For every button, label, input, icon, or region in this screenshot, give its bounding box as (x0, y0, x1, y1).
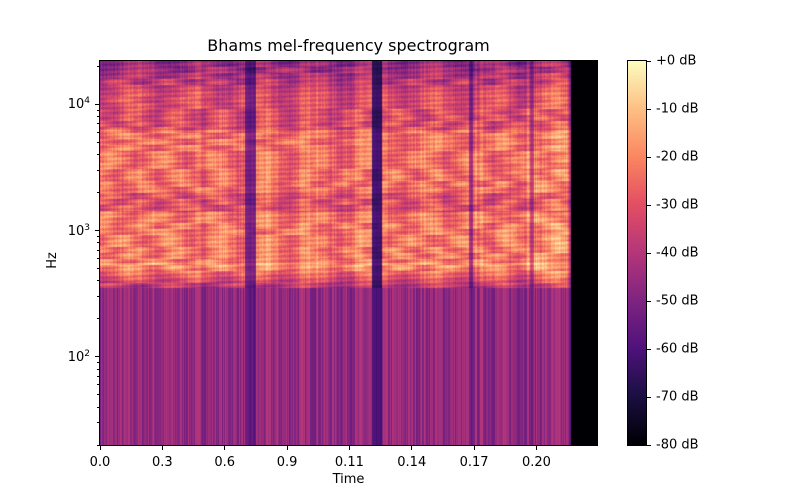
y-minor-tick-mark (97, 235, 99, 237)
colorbar-tick-label: -60 dB (656, 341, 699, 357)
y-minor-tick-mark (97, 154, 99, 156)
colorbar-tick-mark (647, 156, 651, 158)
x-tick-label: 0.14 (397, 455, 427, 470)
x-tick-label: 0.6 (214, 455, 236, 470)
y-minor-tick-mark (97, 280, 99, 282)
y-minor-tick-mark (97, 394, 99, 396)
x-tick-mark (99, 446, 101, 450)
colorbar-tick-label: +0 dB (656, 53, 697, 69)
y-minor-tick-mark (97, 368, 99, 370)
y-tick-exponent: 2 (84, 348, 90, 359)
y-tick-base: 10 (67, 97, 85, 113)
colorbar (628, 61, 646, 445)
colorbar-tick-mark (647, 300, 651, 302)
spectrogram-plot-area (100, 61, 597, 445)
y-minor-tick-mark (97, 123, 99, 125)
y-tick-base: 10 (67, 349, 85, 365)
y-minor-tick-mark (97, 384, 99, 386)
colorbar-tick-label: -10 dB (656, 101, 699, 117)
x-tick-mark (161, 446, 163, 450)
colorbar-tick-label: -30 dB (656, 197, 699, 213)
colorbar-tick-mark (647, 60, 651, 62)
colorbar-tick-label: -80 dB (656, 437, 699, 453)
y-minor-tick-mark (97, 169, 99, 171)
x-tick-mark (411, 446, 413, 450)
y-axis-label: Hz (44, 252, 60, 269)
colorbar-tick-label: -20 dB (656, 149, 699, 165)
colorbar-tick-mark (647, 252, 651, 254)
chart-title: Bhams mel-frequency spectrogram (207, 36, 490, 55)
y-minor-tick-mark (97, 65, 99, 67)
colorbar-tick-mark (647, 204, 651, 206)
y-minor-tick-mark (97, 131, 99, 133)
x-tick-label: 0.9 (276, 455, 298, 470)
y-tick-exponent: 4 (84, 96, 90, 107)
x-tick-label: 0.3 (152, 455, 173, 470)
colorbar-tick-mark (647, 108, 651, 110)
x-tick-mark (535, 446, 537, 450)
colorbar-tick-mark (647, 348, 651, 350)
y-minor-tick-mark (97, 375, 99, 377)
y-minor-tick-mark (97, 116, 99, 118)
y-minor-tick-mark (97, 296, 99, 298)
colorbar-gradient (628, 61, 646, 445)
x-tick-label: 0.17 (459, 455, 489, 470)
y-minor-tick-mark (97, 258, 99, 260)
colorbar-tick-label: -50 dB (656, 293, 699, 309)
y-tick-exponent: 3 (84, 222, 90, 233)
y-minor-tick-mark (97, 109, 99, 111)
x-tick-mark (286, 446, 288, 450)
y-major-tick-mark (95, 230, 99, 232)
colorbar-tick-mark (647, 444, 651, 446)
spectrogram-heatmap (100, 61, 597, 445)
y-minor-tick-mark (97, 362, 99, 364)
x-tick-mark (348, 446, 350, 450)
x-axis-label: Time (332, 472, 365, 487)
x-tick-mark (224, 446, 226, 450)
colorbar-tick-label: -70 dB (656, 389, 699, 405)
y-tick-label: 103 (68, 222, 90, 238)
y-minor-tick-mark (97, 141, 99, 143)
y-minor-tick-mark (97, 406, 99, 408)
y-minor-tick-mark (97, 242, 99, 244)
x-tick-label: 0.11 (334, 455, 364, 470)
x-tick-label: 0.0 (89, 455, 111, 470)
y-minor-tick-mark (97, 249, 99, 251)
y-major-tick-mark (95, 103, 99, 105)
y-major-tick-mark (95, 356, 99, 358)
y-minor-tick-mark (97, 422, 99, 424)
x-tick-label: 0.20 (521, 455, 551, 470)
y-tick-label: 104 (68, 96, 90, 112)
colorbar-tick-label: -40 dB (656, 245, 699, 261)
y-minor-tick-mark (97, 192, 99, 194)
y-minor-tick-mark (97, 444, 99, 446)
y-tick-label: 102 (68, 349, 90, 365)
y-tick-base: 10 (67, 223, 85, 239)
x-tick-mark (473, 446, 475, 450)
colorbar-tick-mark (647, 396, 651, 398)
y-minor-tick-mark (97, 318, 99, 320)
y-minor-tick-mark (97, 268, 99, 270)
